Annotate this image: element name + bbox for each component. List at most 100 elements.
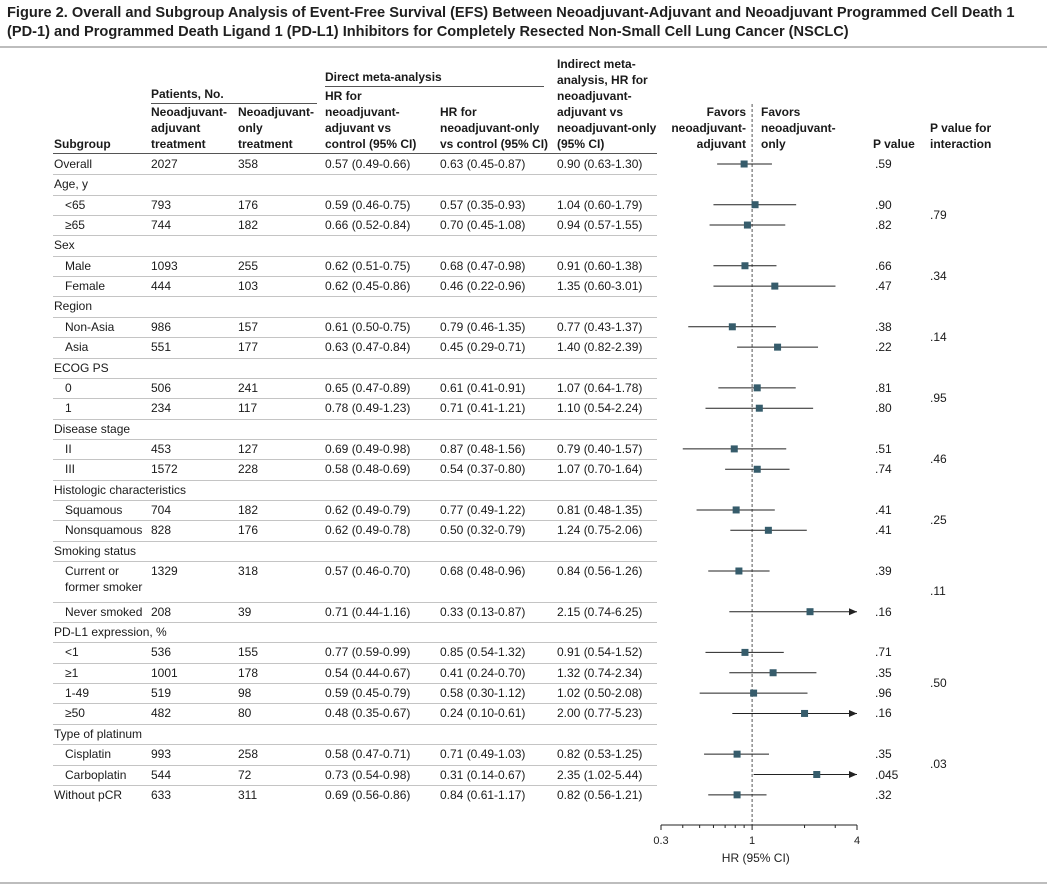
row-separator <box>53 540 657 542</box>
p-value-interaction: .50 <box>930 675 947 690</box>
subgroup-heading: Smoking status <box>54 543 137 558</box>
subgroup-label: Overall <box>54 157 93 171</box>
hr-neoadjuvant-only-vs-control: 0.68 (0.48-0.96) <box>440 564 526 578</box>
patients-neoadjuvant-only: 358 <box>238 157 259 171</box>
patients-neoadjuvant-adjuvant: 482 <box>151 706 172 721</box>
p-value-interaction: .95 <box>930 391 947 406</box>
hr-indirect: 1.04 (0.60-1.79) <box>557 197 643 212</box>
patients-neoadjuvant-adjuvant: 1093 <box>151 258 178 273</box>
hr-point-marker <box>753 384 761 392</box>
hr-neoadjuvant-only-vs-control: 0.46 (0.22-0.96) <box>440 279 526 294</box>
header-neoadjuvant-adjuvant-treatment: Neoadjuvant- adjuvant treatment <box>151 105 228 151</box>
hr-indirect: 1.24 (0.75-2.06) <box>557 523 643 538</box>
p-value: .41 <box>875 502 892 517</box>
subgroup-label: ≥65 <box>65 218 85 233</box>
p-value: .59 <box>875 157 892 171</box>
subgroup-label: <65 <box>65 197 86 212</box>
patients-neoadjuvant-adjuvant: 793 <box>151 197 172 212</box>
subgroup-heading: PD-L1 expression, % <box>54 625 167 640</box>
hr-indirect: 1.07 (0.70-1.64) <box>557 462 643 477</box>
row-separator <box>53 398 657 400</box>
hr-neoadjuvant-adjuvant-vs-control: 0.77 (0.59-0.99) <box>325 645 411 660</box>
hr-point-marker <box>728 323 736 331</box>
x-axis-label: HR (95% CI) <box>722 851 790 865</box>
p-value: .66 <box>875 258 892 273</box>
hr-neoadjuvant-only-vs-control: 0.24 (0.10-0.61) <box>440 706 526 721</box>
hr-indirect: 2.15 (0.74-6.25) <box>557 604 643 619</box>
patients-neoadjuvant-only: 72 <box>238 767 252 782</box>
p-value: .35 <box>875 747 892 762</box>
row-separator <box>53 622 657 624</box>
hr-neoadjuvant-adjuvant-vs-control: 0.73 (0.54-0.98) <box>325 767 411 782</box>
header-patients-underline <box>151 103 317 104</box>
x-tick-label: 4 <box>854 835 860 847</box>
subgroup-label: III <box>65 462 76 477</box>
p-value-interaction: .34 <box>930 268 947 283</box>
patients-neoadjuvant-only: 311 <box>238 787 258 802</box>
hr-point-marker <box>735 567 743 575</box>
hr-indirect: 0.94 (0.57-1.55) <box>557 218 643 233</box>
p-value-interaction: .11 <box>930 584 946 599</box>
patients-neoadjuvant-adjuvant: 536 <box>151 645 172 660</box>
subgroup-label: <1 <box>65 645 79 660</box>
hr-point-marker <box>743 221 751 229</box>
p-value: .74 <box>875 462 892 477</box>
x-tick-label: 0.3 <box>653 835 668 847</box>
hr-neoadjuvant-only-vs-control: 0.54 (0.37-0.80) <box>440 462 526 477</box>
patients-neoadjuvant-only: 157 <box>238 319 259 334</box>
p-value: .35 <box>875 665 892 680</box>
row-separator <box>53 601 657 603</box>
row-separator <box>53 255 657 257</box>
patients-neoadjuvant-adjuvant: 986 <box>151 319 172 334</box>
subgroup-label: 0 <box>65 380 72 395</box>
hr-neoadjuvant-adjuvant-vs-control: 0.59 (0.45-0.79) <box>325 686 411 701</box>
hr-point-marker <box>730 445 738 453</box>
hr-point-marker <box>769 669 777 677</box>
patients-neoadjuvant-only: 182 <box>238 502 259 517</box>
hr-neoadjuvant-only-vs-control: 0.33 (0.13-0.87) <box>440 604 526 619</box>
hr-point-marker <box>733 791 741 799</box>
patients-neoadjuvant-only: 177 <box>238 340 259 355</box>
row-separator <box>53 662 657 664</box>
hr-indirect: 2.35 (1.02-5.44) <box>557 767 643 782</box>
row-separator <box>53 418 657 420</box>
hr-indirect: 0.91 (0.60-1.38) <box>557 258 643 273</box>
hr-neoadjuvant-adjuvant-vs-control: 0.61 (0.50-0.75) <box>325 319 411 334</box>
hr-indirect: 0.82 (0.56-1.21) <box>557 787 643 802</box>
hr-point-marker <box>806 608 814 616</box>
subgroup-label: Without pCR <box>54 787 123 802</box>
header-direct-underline <box>325 86 544 87</box>
patients-neoadjuvant-only: 228 <box>238 462 259 477</box>
header-subgroup: Subgroup <box>54 137 111 151</box>
row-separator <box>53 357 657 359</box>
ci-overflow-arrow <box>849 709 857 717</box>
p-value: .80 <box>875 401 892 416</box>
patients-neoadjuvant-adjuvant: 2027 <box>151 157 178 171</box>
hr-neoadjuvant-only-vs-control: 0.70 (0.45-1.08) <box>440 218 526 233</box>
header-patients: Patients, No. <box>151 87 224 101</box>
subgroup-label: 1 <box>65 401 72 416</box>
hr-indirect: 1.10 (0.54-2.24) <box>557 401 643 416</box>
hr-indirect: 0.82 (0.53-1.25) <box>557 747 643 762</box>
p-value: .51 <box>875 441 892 456</box>
subgroup-heading: Histologic characteristics <box>54 482 187 497</box>
p-value: .96 <box>875 686 892 701</box>
row-separator <box>53 683 657 685</box>
top-rule <box>0 46 1047 48</box>
row-separator <box>53 337 657 339</box>
hr-indirect: 0.81 (0.48-1.35) <box>557 502 643 517</box>
row-separator <box>53 784 657 786</box>
p-value: .47 <box>875 279 892 294</box>
figure-title: Figure 2. Overall and Subgroup Analysis … <box>7 5 1015 40</box>
patients-neoadjuvant-adjuvant: 993 <box>151 747 172 762</box>
p-value: .41 <box>875 523 892 538</box>
header-favors-neoadjuvant-adjuvant: Favors neoadjuvant- adjuvant <box>671 105 746 151</box>
patients-neoadjuvant-adjuvant: 633 <box>151 787 172 802</box>
patients-neoadjuvant-adjuvant: 551 <box>151 340 172 355</box>
hr-point-marker <box>755 404 763 412</box>
hr-neoadjuvant-only-vs-control: 0.41 (0.24-0.70) <box>440 665 526 680</box>
hr-neoadjuvant-only-vs-control: 0.57 (0.35-0.93) <box>440 197 526 212</box>
patients-neoadjuvant-adjuvant: 1572 <box>151 462 178 477</box>
row-separator <box>53 296 657 298</box>
